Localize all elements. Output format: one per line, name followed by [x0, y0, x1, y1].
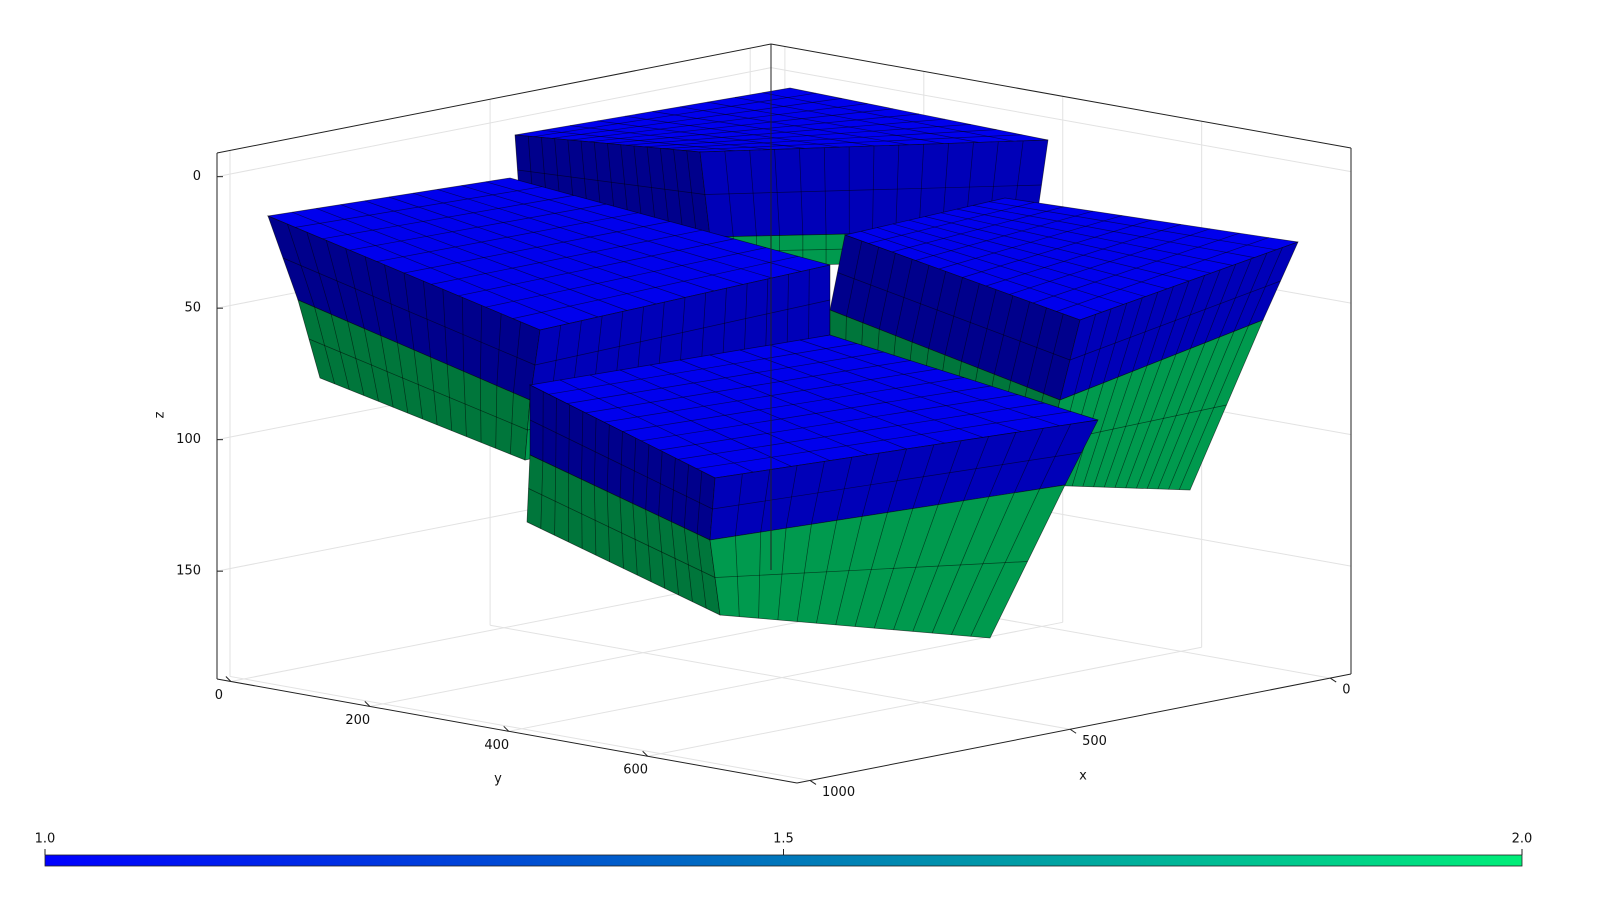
mesh-line [308, 338, 528, 431]
mesh-line [662, 129, 997, 149]
mesh-line [1032, 232, 1240, 304]
y-tick-label: 200 [345, 713, 370, 728]
z-axis-label: z [153, 411, 168, 418]
grid-line [647, 646, 1202, 757]
mesh-line [679, 359, 907, 450]
colorbar [44, 854, 1523, 867]
y-tick [225, 676, 232, 682]
mesh-line [1009, 228, 1211, 295]
y-axis-label: y [494, 772, 502, 787]
y-tick-label: 600 [623, 763, 648, 778]
mesh-line [762, 92, 1014, 142]
grid-line [229, 675, 811, 781]
y-tick [642, 750, 649, 757]
mesh-line [985, 224, 1181, 287]
mesh-line [739, 349, 984, 438]
mesh-line [972, 205, 1255, 258]
z-tick-label: 50 [184, 301, 201, 316]
mesh-line [712, 452, 1082, 510]
colorbar-tick-label: 2.0 [1512, 832, 1533, 847]
mesh-line [956, 208, 1233, 266]
z-tick-label: 0 [193, 169, 201, 184]
mesh-line [704, 184, 1042, 195]
axis-frame [770, 43, 1352, 149]
x-tick-label: 1000 [822, 785, 855, 800]
axis-frame [216, 43, 772, 154]
x-tick-label: 500 [1082, 734, 1107, 749]
mesh-line [681, 134, 1023, 151]
mesh-line [534, 299, 831, 366]
y-tick [503, 725, 510, 732]
mesh-line [940, 212, 1211, 274]
mesh-line [714, 561, 1028, 578]
grid-line [508, 621, 1063, 732]
mesh-line [769, 344, 1022, 432]
mesh-line [517, 169, 706, 195]
mesh-line [282, 257, 536, 366]
z-tick-label: 150 [176, 564, 201, 579]
mesh-line [413, 192, 715, 292]
x-axis-label: x [1079, 769, 1087, 784]
x-tick [809, 780, 817, 785]
mesh-side-face [709, 484, 1066, 639]
mesh-line [461, 185, 773, 279]
mesh-line [529, 419, 713, 510]
mesh-line [734, 97, 979, 143]
mesh-line [677, 402, 1045, 460]
grid-line [770, 67, 1352, 173]
colorbar-tick-label: 1.5 [773, 832, 794, 847]
mesh-line [485, 181, 802, 272]
mesh-line [924, 216, 1190, 282]
mesh-line [528, 488, 716, 578]
mesh-line [652, 111, 875, 147]
mesh-line [1069, 280, 1281, 361]
x-tick-label: 0 [1342, 683, 1350, 698]
mesh-line [696, 411, 1072, 470]
mesh-line [1056, 237, 1269, 312]
y-tick-label: 0 [215, 688, 223, 703]
mesh-line [799, 339, 1060, 427]
mesh-line [707, 101, 944, 144]
mesh-line [988, 201, 1277, 251]
x-tick [1069, 728, 1077, 734]
z-tick-label: 100 [176, 432, 201, 447]
mesh-line [659, 394, 1018, 451]
x-tick [1329, 677, 1337, 683]
y-tick-label: 400 [484, 738, 509, 753]
mesh-line [709, 354, 945, 444]
grid-line [216, 67, 772, 178]
grid-line [490, 624, 1071, 730]
mesh-line [644, 124, 971, 148]
mesh-line [431, 229, 703, 285]
colorbar-tick-label: 1.0 [35, 832, 56, 847]
mesh-line [679, 106, 909, 146]
axis-frame [796, 673, 1352, 784]
mesh-line [837, 272, 1071, 361]
mesh-line [437, 189, 744, 285]
axis-frame [216, 678, 798, 784]
mesh-line [512, 255, 799, 319]
mesh-line [388, 196, 686, 298]
mesh-line [458, 238, 735, 297]
mesh-line [625, 118, 945, 146]
mesh-line [485, 247, 767, 308]
y-tick [364, 701, 371, 707]
mesh-line [640, 385, 991, 442]
